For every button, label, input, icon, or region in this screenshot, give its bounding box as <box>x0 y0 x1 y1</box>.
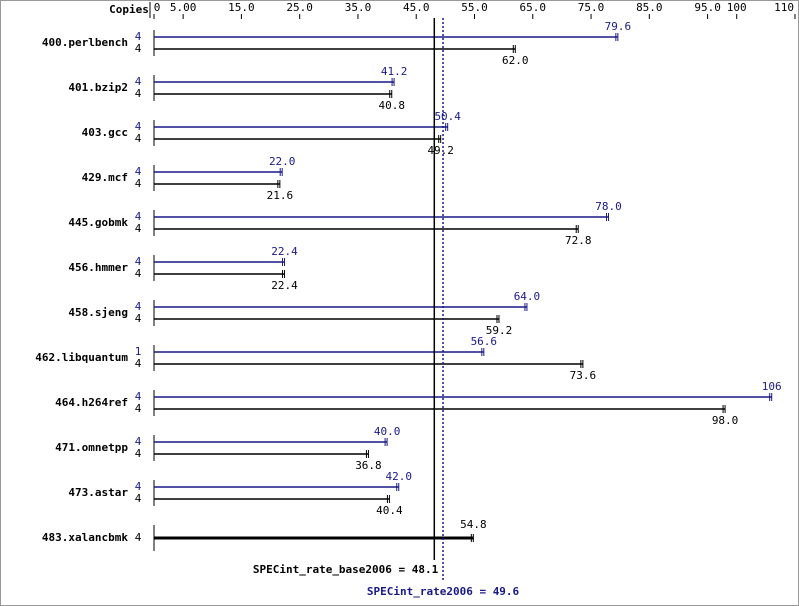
copies: 4 <box>135 435 142 448</box>
value-label: 72.8 <box>565 234 592 247</box>
value-label: 73.6 <box>570 369 597 382</box>
value-label: 40.8 <box>379 99 406 112</box>
copies: 4 <box>135 531 142 544</box>
copies: 4 <box>135 390 142 403</box>
value-label: 22.0 <box>269 155 296 168</box>
value-label: 40.4 <box>376 504 403 517</box>
x-tick-label: 35.0 <box>345 1 372 14</box>
value-label: 54.8 <box>460 518 487 531</box>
x-tick-label: 85.0 <box>636 1 663 14</box>
copies: 4 <box>135 42 142 55</box>
value-label: 56.6 <box>471 335 498 348</box>
reference-label: SPECint_rate2006 = 49.6 <box>367 585 520 598</box>
copies: 4 <box>135 75 142 88</box>
value-label: 22.4 <box>271 279 298 292</box>
x-tick-label: 45.0 <box>403 1 430 14</box>
benchmark-name: 403.gcc <box>82 126 128 139</box>
benchmark-name: 445.gobmk <box>68 216 128 229</box>
benchmark-name: 483.xalancbmk <box>42 531 128 544</box>
copies: 4 <box>135 492 142 505</box>
copies: 4 <box>135 120 142 133</box>
benchmark-name: 458.sjeng <box>68 306 128 319</box>
copies-label: Copies <box>109 3 149 16</box>
copies: 1 <box>135 345 142 358</box>
value-label: 98.0 <box>712 414 739 427</box>
x-tick-label: 15.0 <box>228 1 255 14</box>
reference-label: SPECint_rate_base2006 = 48.1 <box>253 563 439 576</box>
value-label: 40.0 <box>374 425 401 438</box>
benchmark-name: 473.astar <box>68 486 128 499</box>
x-tick-label: 65.0 <box>520 1 547 14</box>
copies: 4 <box>135 312 142 325</box>
x-tick-label: 5.00 <box>170 1 197 14</box>
copies: 4 <box>135 402 142 415</box>
x-tick-label: 75.0 <box>578 1 605 14</box>
copies: 4 <box>135 300 142 313</box>
copies: 4 <box>135 132 142 145</box>
copies: 4 <box>135 177 142 190</box>
benchmark-name: 462.libquantum <box>35 351 128 364</box>
benchmark-name: 401.bzip2 <box>68 81 128 94</box>
x-tick-label: 0 <box>154 1 161 14</box>
copies: 4 <box>135 447 142 460</box>
benchmark-name: 429.mcf <box>82 171 128 184</box>
x-tick-label: 100 <box>727 1 747 14</box>
value-label: 42.0 <box>385 470 412 483</box>
copies: 4 <box>135 255 142 268</box>
copies: 4 <box>135 165 142 178</box>
value-label: 41.2 <box>381 65 408 78</box>
benchmark-name: 471.omnetpp <box>55 441 128 454</box>
value-label: 62.0 <box>502 54 529 67</box>
value-label: 78.0 <box>595 200 622 213</box>
x-tick-label: 25.0 <box>286 1 313 14</box>
value-label: 64.0 <box>514 290 541 303</box>
copies: 4 <box>135 87 142 100</box>
copies: 4 <box>135 357 142 370</box>
x-tick-label: 55.0 <box>461 1 488 14</box>
x-tick-label: 95.0 <box>694 1 721 14</box>
copies: 4 <box>135 30 142 43</box>
copies: 4 <box>135 210 142 223</box>
benchmark-name: 464.h264ref <box>55 396 128 409</box>
value-label: 22.4 <box>271 245 298 258</box>
value-label: 106 <box>762 380 782 393</box>
copies: 4 <box>135 480 142 493</box>
value-label: 79.6 <box>605 20 632 33</box>
value-label: 49.2 <box>427 144 454 157</box>
value-label: 50.4 <box>434 110 461 123</box>
benchmark-name: 456.hmmer <box>68 261 128 274</box>
value-label: 59.2 <box>486 324 513 337</box>
value-label: 21.6 <box>267 189 294 202</box>
value-label: 36.8 <box>355 459 382 472</box>
benchmark-name: 400.perlbench <box>42 36 128 49</box>
x-tick-label: 110 <box>774 1 794 14</box>
copies: 4 <box>135 222 142 235</box>
copies: 4 <box>135 267 142 280</box>
